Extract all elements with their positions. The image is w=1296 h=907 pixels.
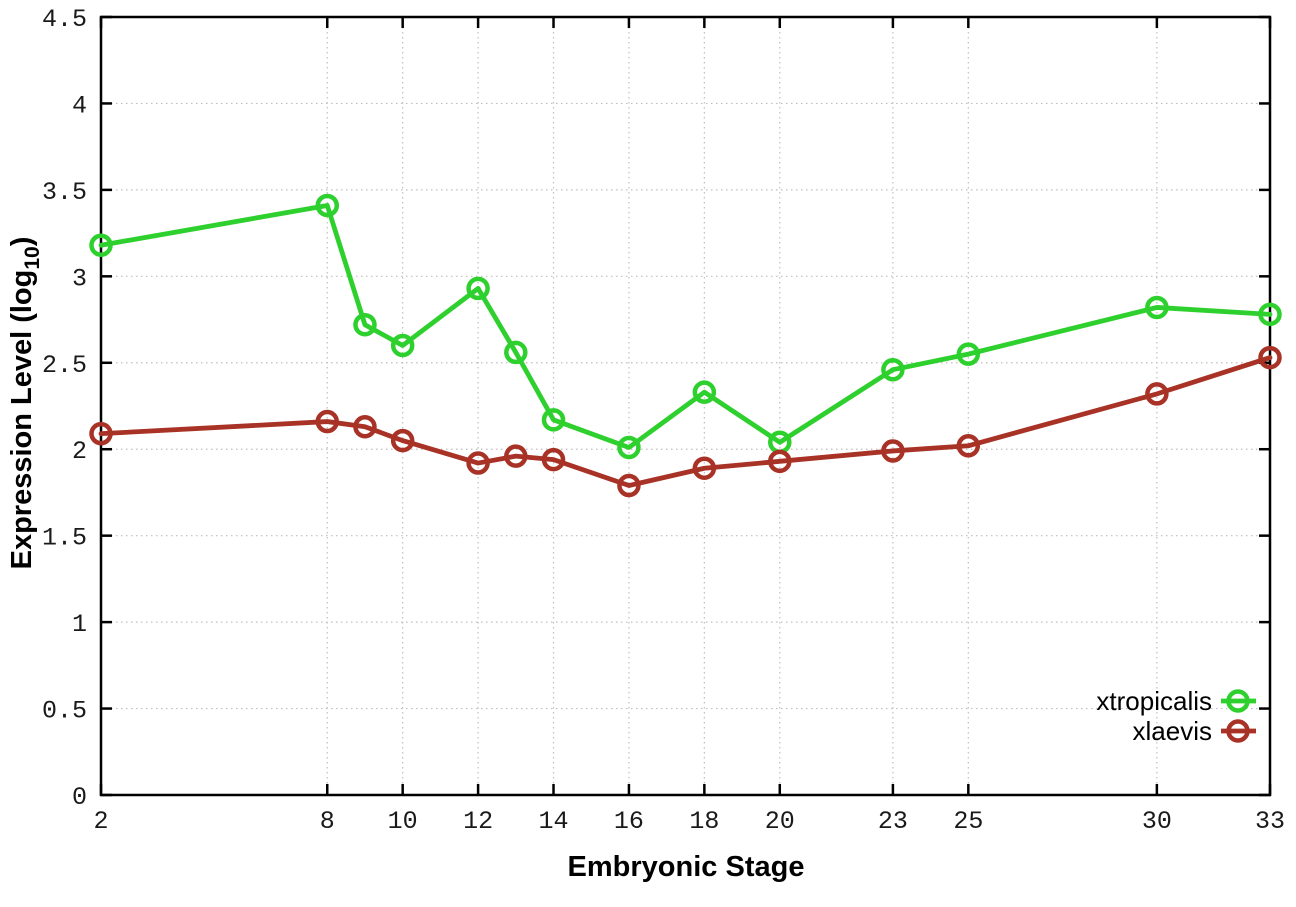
marker-xtropicalis-stage-18 bbox=[692, 380, 717, 404]
y-tick-label-1: 1 bbox=[72, 610, 87, 639]
tick-labels: 2 8 10 12 14 16 18 20 23 25 30 33 0 0.5 1 1.5 2 2.5 3 3.5 4 4… bbox=[42, 5, 1285, 836]
x-tick-label-18: 18 bbox=[689, 807, 719, 836]
marker-xtropicalis-stage-33 bbox=[1258, 302, 1282, 327]
marker-xlaevis-stage-2 bbox=[89, 421, 113, 446]
axes-and-ticks bbox=[99, 15, 1272, 797]
y-tick-label-0.5: 0.5 bbox=[42, 697, 87, 726]
y-tick-label-3.5: 3.5 bbox=[42, 178, 87, 207]
x-tick-label-8: 8 bbox=[320, 807, 335, 836]
y-tick-label-4.5: 4.5 bbox=[42, 5, 87, 34]
marker-xlaevis-stage-30 bbox=[1145, 382, 1169, 406]
x-axis-title: Embryonic Stage bbox=[568, 851, 805, 883]
series-line-xtropicalis bbox=[98, 203, 1273, 450]
y-tick-label-2: 2 bbox=[72, 437, 87, 466]
marker-xlaevis-stage-9 bbox=[353, 414, 377, 439]
legend-label-xlaevis: xlaevis bbox=[1133, 716, 1212, 746]
marker-xtropicalis-stage-9 bbox=[353, 312, 377, 337]
marker-xtropicalis-stage-23 bbox=[881, 357, 905, 382]
marker-xlaevis-stage-13 bbox=[504, 444, 528, 468]
marker-xlaevis-stage-20 bbox=[768, 449, 792, 474]
marker-xtropicalis-stage-12 bbox=[466, 276, 490, 301]
legend-label-xtropicalis: xtropicalis bbox=[1096, 686, 1212, 716]
y-axis-title-text: Expression Level (log10) bbox=[6, 237, 44, 570]
marker-xtropicalis-stage-2 bbox=[89, 233, 113, 257]
x-tick-label-23: 23 bbox=[878, 807, 908, 836]
marker-xtropicalis-stage-13 bbox=[504, 340, 528, 365]
marker-xlaevis-stage-25 bbox=[956, 434, 981, 458]
marker-xtropicalis-stage-16 bbox=[617, 435, 641, 460]
x-tick-label-25: 25 bbox=[953, 807, 983, 836]
x-tick-label-20: 20 bbox=[765, 807, 795, 836]
x-tick-label-2: 2 bbox=[93, 807, 108, 836]
y-tick-label-2.5: 2.5 bbox=[42, 351, 87, 380]
marker-xtropicalis-stage-8 bbox=[315, 193, 340, 218]
marker-xlaevis-stage-14 bbox=[541, 447, 566, 472]
y-tick-label-3: 3 bbox=[72, 264, 87, 293]
marker-xlaevis-stage-18 bbox=[692, 456, 717, 480]
y-tick-label-1.5: 1.5 bbox=[42, 524, 87, 553]
y-axis-title: Expression Level (log10) bbox=[6, 237, 44, 570]
x-tick-label-30: 30 bbox=[1142, 807, 1172, 836]
x-tick-label-14: 14 bbox=[539, 807, 569, 836]
legend-marker-xtropicalis bbox=[1226, 689, 1250, 713]
legend-marker-xlaevis bbox=[1226, 719, 1250, 743]
x-tick-label-16: 16 bbox=[614, 807, 644, 836]
marker-xlaevis-stage-8 bbox=[315, 409, 340, 434]
plot-border bbox=[99, 15, 1272, 797]
data-series bbox=[89, 193, 1282, 498]
marker-xlaevis-stage-10 bbox=[390, 428, 415, 453]
marker-xlaevis-stage-23 bbox=[881, 439, 905, 463]
x-tick-label-33: 33 bbox=[1255, 807, 1285, 836]
marker-xlaevis-stage-12 bbox=[466, 451, 490, 475]
marker-xtropicalis-stage-30 bbox=[1145, 295, 1169, 320]
marker-xtropicalis-stage-14 bbox=[541, 408, 566, 432]
marker-xtropicalis-stage-10 bbox=[390, 333, 415, 358]
x-tick-label-10: 10 bbox=[388, 807, 418, 836]
marker-xtropicalis-stage-25 bbox=[956, 342, 981, 366]
x-tick-label-12: 12 bbox=[463, 807, 493, 836]
marker-xlaevis-stage-33 bbox=[1258, 345, 1282, 370]
y-tick-label-4: 4 bbox=[72, 91, 87, 120]
marker-xlaevis-stage-16 bbox=[617, 473, 641, 498]
y-tick-label-0: 0 bbox=[72, 783, 87, 812]
series-line-xlaevis bbox=[98, 355, 1273, 488]
